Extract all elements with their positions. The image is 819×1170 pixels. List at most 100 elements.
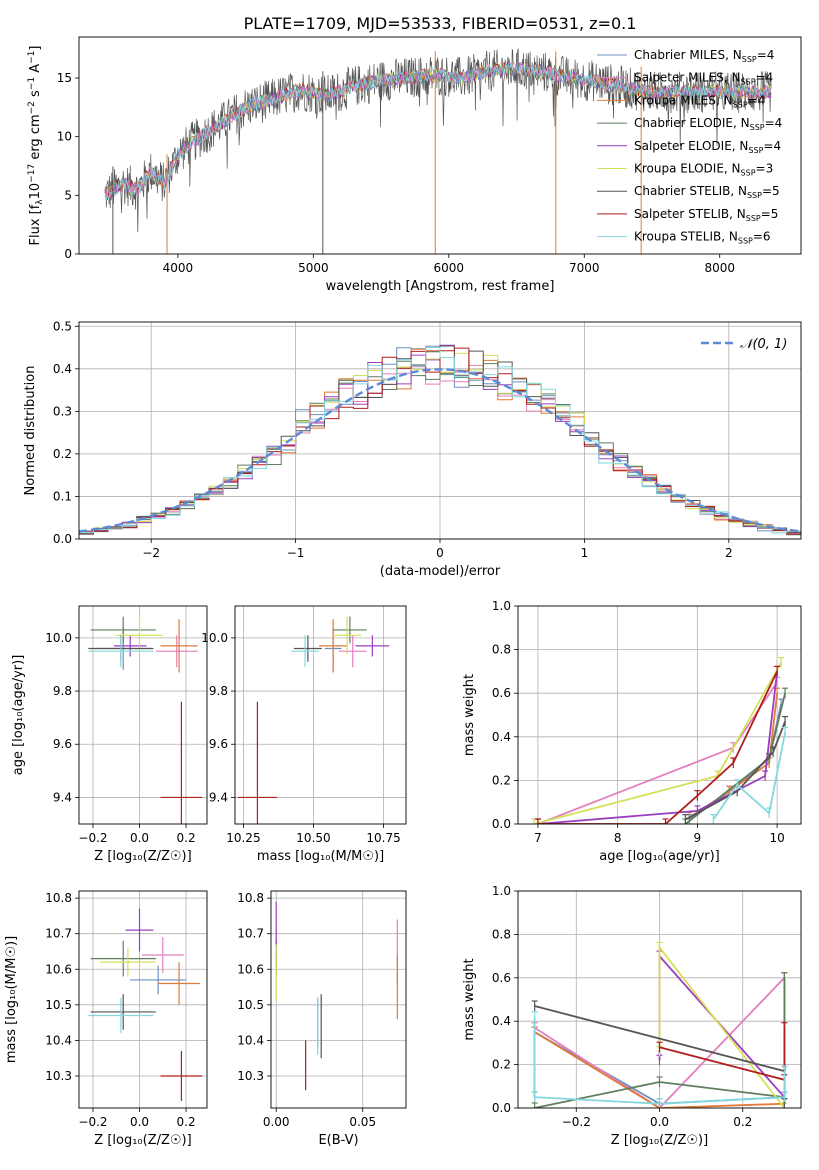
legend-label-chabrier_stelib: Chabrier STELIB, NSSP=5 [634, 184, 780, 200]
legend-label-text: Kroupa ELODIE, N [634, 162, 741, 176]
tick-label-y: 9.8 [209, 684, 228, 698]
histogram-salpeter_stelib [79, 347, 801, 535]
tick-label-x: 10.50 [296, 831, 330, 845]
tick-label-y: 0.0 [492, 817, 511, 831]
x-axis-label: (data-model)/error [380, 564, 501, 579]
tick-label-y: 10.0 [201, 631, 228, 645]
normal-curve [79, 368, 801, 533]
tick-label-x: 0.0 [650, 1115, 669, 1129]
chart-age_vs_z: −0.2 0.0 0.2 9.4 9.6 9.8 10.0 Z [log₁₀(Z/Z☉)] ag… [11, 605, 208, 864]
tick-label-x: 0.2 [177, 831, 196, 845]
tick-label-y: 9.8 [53, 684, 72, 698]
tick-label-y: 0.8 [492, 643, 511, 657]
y-axis-label-part: −1 [27, 77, 37, 90]
tick-label-y: 0.2 [492, 1058, 511, 1072]
y-axis-label: Normed distribution [23, 366, 38, 496]
weight-line-kroupa_elodie [533, 662, 782, 824]
tick-label-y: 0.2 [53, 447, 72, 461]
legend-label-normal: 𝒩(0, 1) [740, 337, 787, 352]
legend-label-sub: SSP [738, 237, 753, 246]
tick-label-x: 7000 [569, 261, 600, 275]
legend-label-suffix: =4 [757, 48, 775, 62]
tick-label-y: 0.6 [492, 971, 511, 985]
tick-label-y: 0.4 [492, 730, 511, 744]
tick-label-y: 10.7 [45, 927, 72, 941]
tick-label-x: −1 [287, 546, 305, 560]
tick-label-y: 0.2 [492, 773, 511, 787]
plot-area [88, 908, 203, 1101]
plot-area [530, 657, 789, 824]
y-axis-label: mass weight [462, 674, 477, 756]
chart-age_vs_mass: 10.25 10.50 10.75 9.4 9.6 9.8 10.0 mass [log₁₀(… [201, 605, 407, 864]
axes-frame [78, 321, 802, 540]
y-axis-label-part: A [28, 64, 43, 77]
tick-label-x: 0.0 [130, 1115, 149, 1129]
legend-label-suffix: =4 [748, 93, 766, 107]
chart-mass_vs_ebv: 0.00 0.05 10.3 10.4 10.5 10.6 10.7 10.8 E(B-V) [237, 890, 407, 1148]
tick-label-y: 10.4 [45, 1033, 72, 1047]
y-axis-label: Flux [fλ10−17 erg cm−2 s−1 A−1] [27, 46, 45, 246]
tick-label-x: 10.25 [226, 831, 260, 845]
legend-label-sub: SSP [747, 191, 762, 200]
legend-label-text: Kroupa STELIB, N [634, 230, 738, 244]
y-axis-label-part: −1 [27, 51, 37, 64]
axes-frame [78, 890, 208, 1109]
tick-label-y: 15 [57, 71, 72, 85]
tick-label-x: 0 [436, 546, 444, 560]
legend-label-sub: SSP [742, 55, 757, 64]
tick-label-x: −0.2 [78, 831, 107, 845]
legend-label-suffix: =4 [763, 139, 781, 153]
plot-area [104, 48, 772, 254]
y-axis-label: mass [log₁₀(M/M☉)] [4, 936, 19, 1063]
legend-label-text: Chabrier MILES, N [634, 48, 742, 62]
tick-label-x: 0.2 [733, 1115, 752, 1129]
tick-label-y: 10.3 [237, 1069, 264, 1083]
figure-title: PLATE=1709, MJD=53533, FIBERID=0531, z=0… [244, 14, 637, 33]
legend-label-text: Salpeter STELIB, N [634, 207, 746, 221]
tick-label-y: 9.6 [209, 737, 228, 751]
legend-label-suffix: =4 [756, 71, 774, 85]
tick-label-x: 2 [725, 546, 733, 560]
legend-label-sub: SSP [746, 214, 761, 223]
tick-label-y: 10.8 [45, 891, 72, 905]
tick-label-y: 10.3 [45, 1069, 72, 1083]
legend-label-text: Chabrier STELIB, N [634, 184, 747, 198]
tick-label-x: 1 [581, 546, 589, 560]
y-axis-label-part: −17 [27, 164, 37, 183]
tick-label-y: 10.6 [237, 962, 264, 976]
legend-label-text: Salpeter MILES, N [634, 71, 741, 85]
tick-label-y: 10.8 [237, 891, 264, 905]
plot-area [531, 941, 788, 1108]
tick-label-y: 10.5 [237, 998, 264, 1012]
y-axis-label-part: λ [35, 199, 45, 205]
spectrum-line-kroupa_stelib [104, 61, 772, 202]
legend-label-salpeter_stelib: Salpeter STELIB, NSSP=5 [634, 207, 778, 223]
legend-label-sub: SSP [750, 123, 765, 132]
chart-residuals: −2 −1 0 1 2 0.0 0.1 0.2 0.3 0.4 0.5 (data-model)/er… [23, 319, 802, 579]
tick-label-y: 9.4 [53, 790, 72, 804]
chart-spectrum: 4000 5000 6000 7000 8000 0 5 10 15 wavelength [An… [27, 36, 802, 294]
tick-label-x: 0.05 [349, 1115, 376, 1129]
tick-label-y: 0.0 [53, 532, 72, 546]
legend-label-suffix: =3 [756, 162, 774, 176]
tick-label-y: 0.5 [53, 319, 72, 333]
tick-label-y: 5 [64, 188, 72, 202]
tick-label-x: 0.0 [130, 831, 149, 845]
tick-label-x: −0.2 [562, 1115, 591, 1129]
tick-label-y: 0.6 [492, 686, 511, 700]
legend-label-suffix: =5 [762, 184, 780, 198]
tick-label-y: 0.0 [492, 1101, 511, 1115]
y-axis-label-part: −2 [27, 101, 37, 114]
legend-label-kroupa_stelib: Kroupa STELIB, NSSP=6 [634, 230, 771, 246]
legend-label-suffix: =6 [753, 230, 771, 244]
tick-label-x: −2 [142, 546, 160, 560]
legend-label-salpeter_elodie: Salpeter ELODIE, NSSP=4 [634, 139, 781, 155]
spectrum-line-salpeter_miles [104, 62, 772, 198]
tick-label-x: 8000 [704, 261, 735, 275]
chart-weight_vs_age: 7 8 9 10 0.0 0.2 0.4 0.6 0.8 1.0 age [log₁₀(age/yr… [462, 599, 802, 864]
tick-label-x: 7 [534, 831, 542, 845]
tick-label-y: 0.3 [53, 404, 72, 418]
legend-label-chabrier_miles: Chabrier MILES, NSSP=4 [634, 48, 774, 64]
